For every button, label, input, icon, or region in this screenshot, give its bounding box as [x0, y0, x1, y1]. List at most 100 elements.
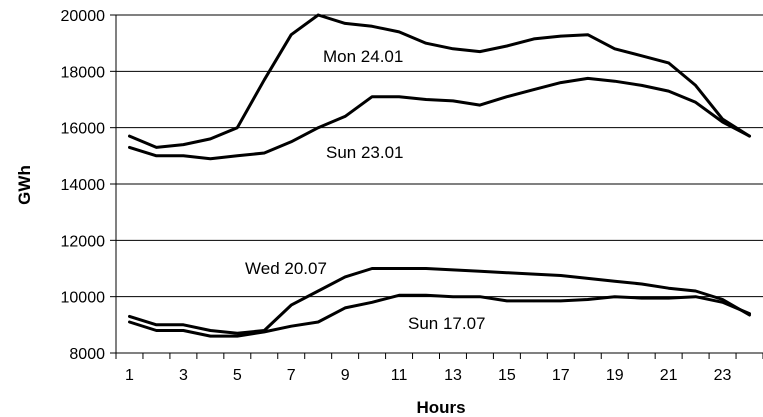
- data-point-sun-23-01: [424, 98, 428, 101]
- data-point-sun-17-07: [263, 330, 266, 334]
- data-point-wed-20-07: [424, 267, 428, 270]
- data-point-mon-24-01: [640, 54, 643, 58]
- data-point-sun-23-01: [290, 140, 293, 143]
- data-point-mon-24-01: [613, 47, 616, 50]
- data-point-sun-17-07: [532, 299, 536, 303]
- data-point-wed-20-07: [667, 287, 670, 290]
- data-point-sun-17-07: [209, 334, 212, 338]
- data-point-wed-20-07: [451, 268, 455, 272]
- data-point-sun-23-01: [155, 154, 158, 158]
- data-point-sun-17-07: [128, 320, 131, 324]
- data-point-wed-20-07: [343, 275, 347, 279]
- data-point-wed-20-07: [236, 332, 239, 335]
- data-point-wed-20-07: [209, 329, 212, 332]
- data-point-mon-24-01: [532, 37, 536, 41]
- data-point-sun-17-07: [478, 295, 482, 298]
- data-point-sun-23-01: [236, 154, 239, 158]
- data-point-wed-20-07: [613, 279, 616, 283]
- series-lines: [128, 13, 751, 338]
- x-tick-label: 17: [552, 367, 570, 384]
- series-line-sun-17-07: [128, 293, 751, 338]
- data-point-sun-17-07: [640, 296, 643, 300]
- data-point-sun-23-01: [721, 120, 724, 124]
- y-tick-label: 20000: [61, 8, 106, 25]
- data-point-sun-17-07: [343, 306, 347, 310]
- x-tick-label: 3: [179, 367, 188, 384]
- series-label-wed-20-07: Wed 20.07: [245, 259, 327, 278]
- data-point-sun-23-01: [532, 88, 536, 91]
- data-point-wed-20-07: [640, 282, 643, 286]
- data-point-sun-17-07: [721, 301, 724, 304]
- x-tick-label: 11: [391, 367, 408, 384]
- data-point-sun-23-01: [748, 134, 751, 138]
- data-point-sun-17-07: [182, 329, 185, 332]
- data-point-sun-17-07: [613, 295, 616, 298]
- data-point-sun-17-07: [397, 294, 401, 297]
- y-tick-label: 18000: [61, 64, 106, 81]
- gridlines: [116, 14, 763, 298]
- data-point-wed-20-07: [694, 289, 697, 293]
- data-point-wed-20-07: [397, 267, 401, 270]
- data-point-sun-23-01: [505, 95, 509, 98]
- series-line-wed-20-07: [128, 267, 751, 335]
- data-point-wed-20-07: [532, 272, 536, 276]
- data-point-sun-17-07: [451, 295, 455, 298]
- data-point-sun-23-01: [451, 99, 455, 103]
- data-point-sun-23-01: [667, 89, 670, 93]
- data-point-sun-23-01: [263, 151, 266, 155]
- x-tick-label: 21: [660, 367, 678, 384]
- data-point-wed-20-07: [505, 271, 509, 274]
- x-tick-label: 13: [444, 367, 462, 384]
- data-point-wed-20-07: [316, 289, 320, 293]
- data-point-mon-24-01: [586, 33, 589, 36]
- data-point-sun-17-07: [236, 334, 239, 338]
- data-point-sun-23-01: [209, 157, 212, 160]
- x-tick-label: 23: [714, 367, 732, 384]
- data-point-sun-23-01: [128, 146, 131, 149]
- data-point-wed-20-07: [370, 267, 374, 270]
- series-label-sun-23-01: Sun 23.01: [326, 143, 404, 162]
- x-tick-label: 15: [498, 367, 516, 384]
- x-tick-label: 19: [606, 367, 624, 384]
- data-point-sun-23-01: [370, 95, 374, 98]
- data-point-wed-20-07: [478, 270, 482, 273]
- data-point-mon-24-01: [182, 143, 185, 146]
- data-point-wed-20-07: [559, 274, 563, 277]
- data-point-wed-20-07: [290, 303, 293, 307]
- data-point-sun-17-07: [155, 329, 158, 332]
- data-point-wed-20-07: [155, 323, 158, 327]
- data-point-sun-17-07: [316, 320, 320, 324]
- series-line-sun-23-01: [128, 76, 751, 161]
- x-tick-label: 9: [341, 367, 350, 384]
- data-point-sun-23-01: [478, 103, 482, 107]
- data-point-sun-23-01: [613, 79, 616, 83]
- data-point-sun-23-01: [694, 101, 697, 104]
- data-point-sun-23-01: [397, 95, 401, 98]
- y-tick-label: 10000: [61, 290, 106, 307]
- data-point-sun-17-07: [559, 299, 563, 303]
- data-point-wed-20-07: [128, 315, 131, 318]
- data-point-mon-24-01: [290, 33, 293, 36]
- data-point-mon-24-01: [263, 78, 266, 81]
- data-point-sun-17-07: [290, 325, 293, 328]
- data-point-mon-24-01: [478, 50, 482, 53]
- data-point-sun-23-01: [586, 77, 589, 80]
- series-label-sun-17-07: Sun 17.07: [408, 314, 486, 333]
- data-point-mon-24-01: [370, 25, 374, 28]
- data-point-wed-20-07: [182, 323, 185, 327]
- data-point-mon-24-01: [236, 126, 239, 129]
- data-point-sun-17-07: [748, 312, 751, 315]
- y-tick-label: 14000: [61, 177, 106, 194]
- data-point-sun-17-07: [370, 301, 374, 304]
- series-line-mon-24-01: [128, 13, 751, 149]
- data-point-mon-24-01: [316, 13, 320, 17]
- x-tick-label: 1: [125, 367, 134, 384]
- data-point-sun-23-01: [640, 84, 643, 87]
- x-tick-label: 5: [233, 367, 242, 384]
- data-point-sun-23-01: [343, 115, 347, 118]
- data-point-sun-23-01: [316, 126, 320, 129]
- data-point-mon-24-01: [128, 134, 131, 138]
- y-tick-label: 16000: [61, 121, 106, 138]
